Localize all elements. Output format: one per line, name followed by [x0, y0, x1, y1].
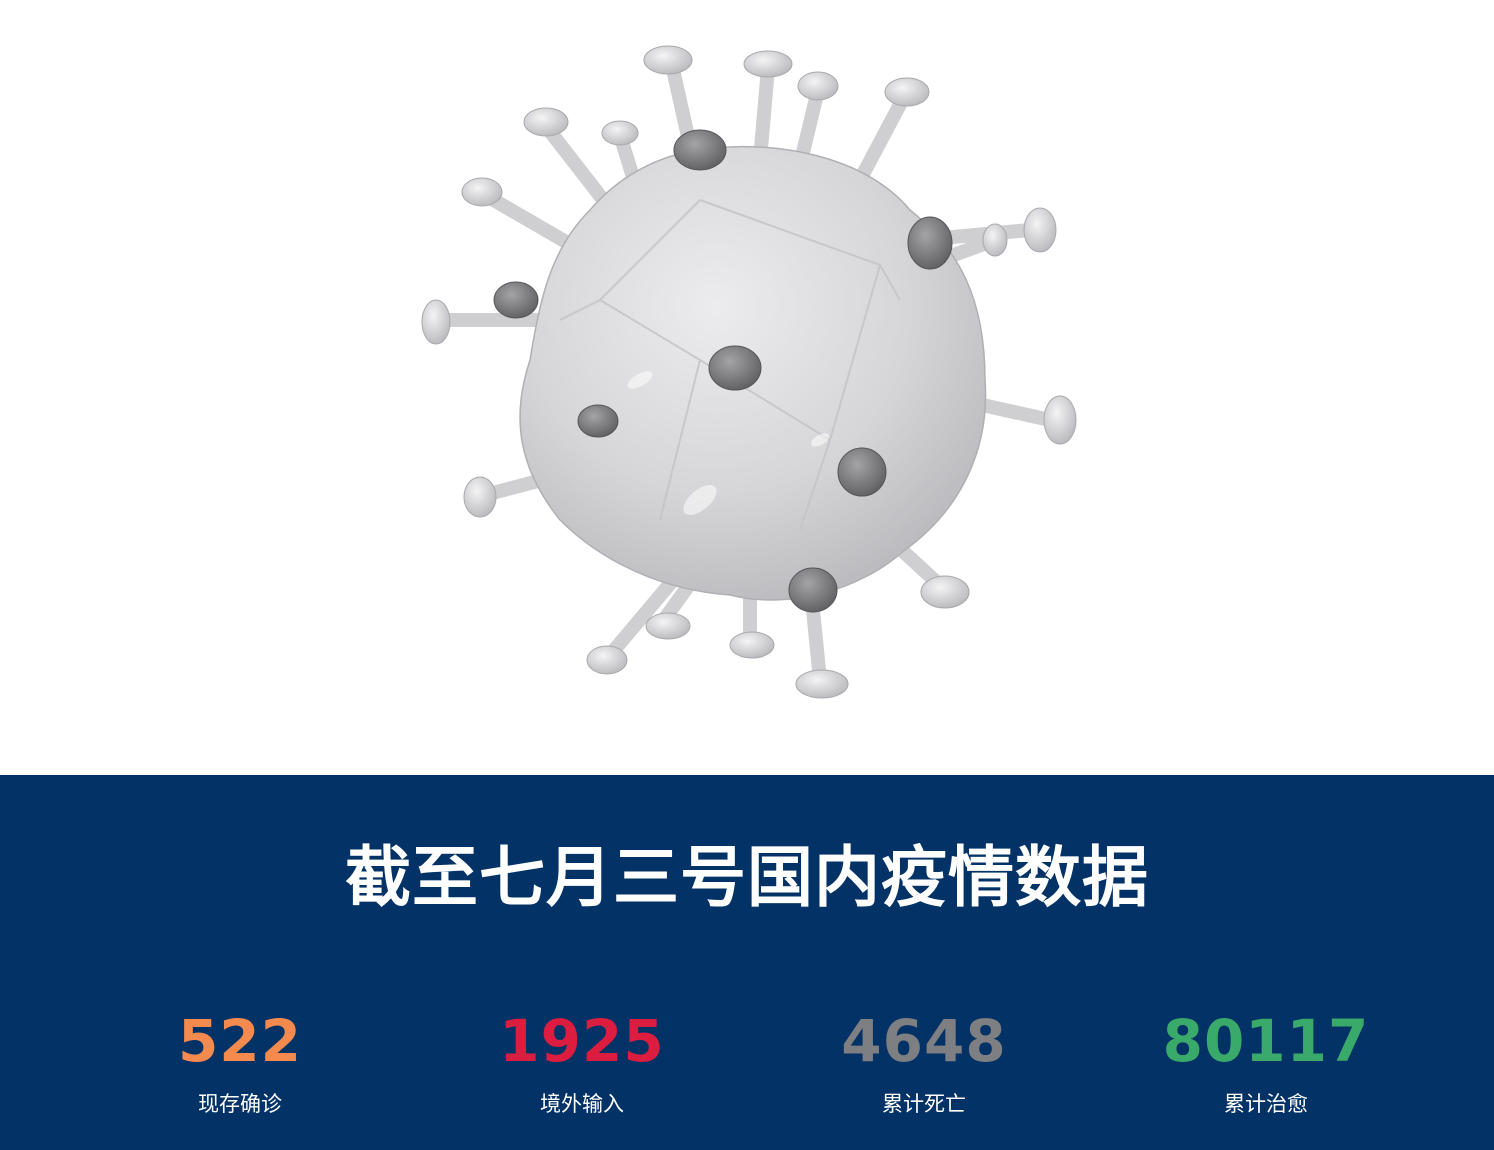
stat-total-deaths: 4648 累计死亡 — [754, 1005, 1094, 1117]
stat-value: 80117 — [1162, 1007, 1370, 1075]
hero-image-area — [421, 45, 1077, 699]
stat-label: 累计死亡 — [882, 1092, 966, 1116]
virus-illustration — [421, 45, 1077, 699]
stat-value: 4648 — [841, 1007, 1007, 1075]
stat-label: 累计治愈 — [1224, 1092, 1308, 1116]
panel-title: 截至七月三号国内疫情数据 — [345, 839, 1149, 916]
stat-value: 1925 — [499, 1007, 665, 1075]
stat-imported: 1925 境外输入 — [412, 1005, 752, 1117]
stat-label: 现存确诊 — [198, 1092, 282, 1116]
stat-label: 境外输入 — [540, 1092, 624, 1116]
stat-value: 522 — [177, 1007, 303, 1075]
stats-panel — [0, 775, 1494, 1150]
stat-current-confirmed: 522 现存确诊 — [70, 1005, 410, 1117]
stat-total-recovered: 80117 累计治愈 — [1096, 1005, 1436, 1117]
